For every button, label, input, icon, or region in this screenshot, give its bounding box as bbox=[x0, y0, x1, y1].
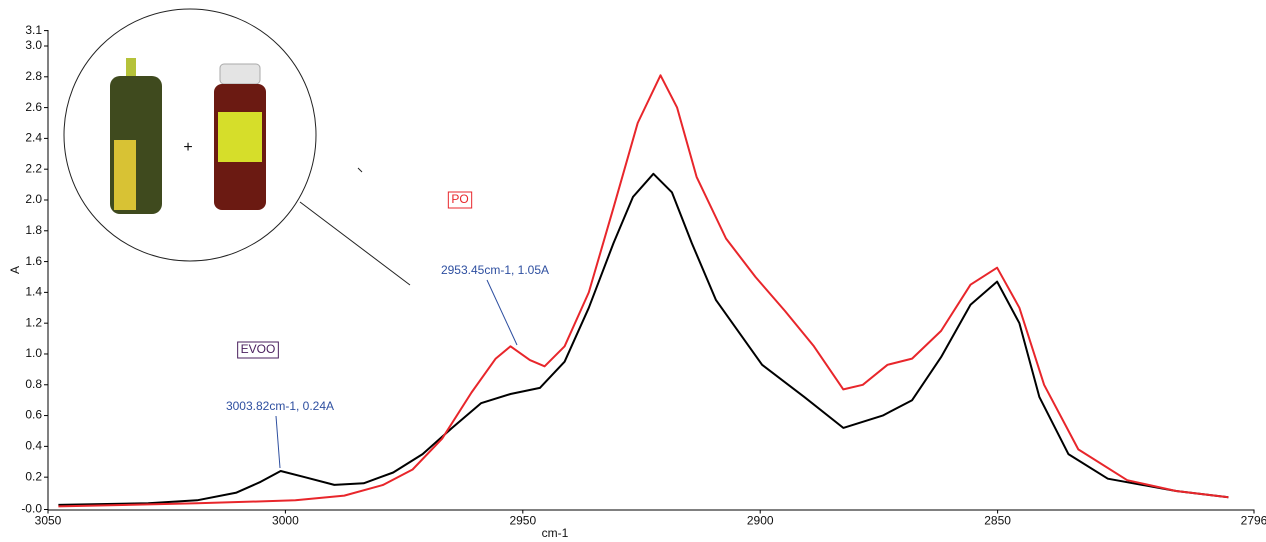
y-tick-label: 1.6 bbox=[25, 254, 42, 268]
y-tick-label: 2.4 bbox=[25, 131, 42, 145]
jar-label bbox=[218, 112, 262, 162]
y-tick-label: 0.8 bbox=[25, 377, 42, 391]
y-tick-label: 1.2 bbox=[25, 315, 42, 329]
y-axis-label: A bbox=[8, 266, 22, 274]
bottle-label bbox=[114, 140, 136, 210]
y-tick-label: 2.0 bbox=[25, 192, 42, 206]
y-tick-label: 1.8 bbox=[25, 223, 42, 237]
y-tick-label: 3.1 bbox=[25, 23, 42, 37]
x-axis-label: cm-1 bbox=[542, 526, 569, 540]
chart: + A cm-1 -0.00.20.40.60.81.01.21.41.61.8… bbox=[0, 0, 1266, 542]
x-tick-label: 2900 bbox=[747, 514, 774, 528]
series-label: EVOO bbox=[241, 342, 276, 356]
inset-circle bbox=[64, 9, 316, 261]
x-tick-label: 3050 bbox=[35, 514, 62, 528]
annotation-leader bbox=[276, 416, 280, 468]
y-tick-label: 0.2 bbox=[25, 469, 42, 483]
jar-cap bbox=[220, 64, 260, 84]
y-tick-label: 0.6 bbox=[25, 408, 42, 422]
pointer-mark bbox=[358, 168, 362, 172]
x-tick-label: 2950 bbox=[509, 514, 536, 528]
x-tick-label: 3000 bbox=[272, 514, 299, 528]
annotation: 3003.82cm-1, 0.24A bbox=[226, 399, 334, 413]
annotation-leader bbox=[487, 280, 517, 345]
y-tick-label: 3.0 bbox=[25, 38, 42, 52]
annotation: 2953.45cm-1, 1.05A bbox=[441, 263, 549, 277]
x-tick-label: 2850 bbox=[984, 514, 1011, 528]
x-tick-label: 2796 bbox=[1241, 514, 1266, 528]
y-tick-label: 0.4 bbox=[25, 439, 42, 453]
inset-pointer bbox=[300, 202, 410, 285]
inset-plus: + bbox=[183, 139, 192, 156]
inset: + bbox=[64, 9, 410, 285]
y-tick-label: 2.6 bbox=[25, 100, 42, 114]
y-tick-label: 1.4 bbox=[25, 285, 42, 299]
y-tick-label: 2.2 bbox=[25, 161, 42, 175]
y-tick-label: 1.0 bbox=[25, 346, 42, 360]
bottle-cap bbox=[126, 58, 136, 76]
series-label: PO bbox=[451, 192, 468, 206]
y-tick-label: 2.8 bbox=[25, 69, 42, 83]
